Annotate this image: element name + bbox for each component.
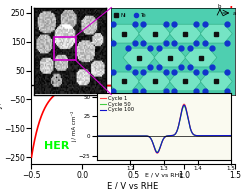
Cycle 50 <box>230 134 233 137</box>
Polygon shape <box>200 24 232 43</box>
Cycle 100 <box>119 135 122 137</box>
Cycle 1 <box>119 135 122 137</box>
Text: Te: Te <box>140 13 146 18</box>
Cycle 100 <box>197 135 200 137</box>
Cycle 100 <box>185 112 188 114</box>
Cycle 1 <box>197 135 200 137</box>
Cycle 1 <box>182 103 185 105</box>
Y-axis label: j / mA cm⁻²: j / mA cm⁻² <box>72 110 77 142</box>
Cycle 100 <box>130 135 133 137</box>
Y-axis label: j / mA cm⁻²: j / mA cm⁻² <box>0 61 3 109</box>
Cycle 100 <box>95 135 98 137</box>
Polygon shape <box>200 72 232 91</box>
Cycle 1 <box>185 111 188 113</box>
Text: OER: OER <box>206 9 232 19</box>
Cycle 100 <box>230 134 233 137</box>
Cycle 100 <box>156 151 159 154</box>
Line: Cycle 50: Cycle 50 <box>97 106 231 152</box>
Text: b: b <box>218 4 221 9</box>
Legend: Cycle 1, Cycle 50, Cycle 100: Cycle 1, Cycle 50, Cycle 100 <box>99 95 135 113</box>
X-axis label: E / V vs RHE: E / V vs RHE <box>107 181 159 189</box>
Line: Cycle 100: Cycle 100 <box>97 105 231 153</box>
Cycle 50 <box>175 132 178 134</box>
Polygon shape <box>108 72 140 91</box>
Polygon shape <box>185 48 217 67</box>
Cycle 50 <box>156 151 159 153</box>
Cycle 50 <box>119 135 122 137</box>
Text: Ni: Ni <box>121 13 126 18</box>
Text: HER: HER <box>44 141 69 151</box>
Cycle 50 <box>185 113 188 115</box>
X-axis label: E / V vs RHE: E / V vs RHE <box>145 172 183 177</box>
Polygon shape <box>169 72 201 91</box>
Cycle 50 <box>130 135 133 137</box>
Polygon shape <box>108 24 140 43</box>
Polygon shape <box>138 24 171 43</box>
Cycle 50 <box>182 105 185 108</box>
Bar <box>54 37 76 60</box>
Cycle 100 <box>175 132 178 134</box>
Text: a: a <box>233 11 236 16</box>
Cycle 1 <box>156 152 159 154</box>
Cycle 50 <box>156 151 159 153</box>
Polygon shape <box>169 24 201 43</box>
Cycle 50 <box>95 135 98 137</box>
Cycle 50 <box>197 135 200 137</box>
Cycle 1 <box>156 152 159 154</box>
Cycle 1 <box>230 134 233 137</box>
Cycle 100 <box>156 152 159 154</box>
Polygon shape <box>138 72 171 91</box>
Polygon shape <box>123 48 155 67</box>
Cycle 1 <box>95 135 98 137</box>
Cycle 100 <box>182 104 185 106</box>
Line: Cycle 1: Cycle 1 <box>97 104 231 153</box>
Polygon shape <box>154 48 186 67</box>
Cycle 1 <box>130 135 133 137</box>
Cycle 1 <box>175 132 178 134</box>
